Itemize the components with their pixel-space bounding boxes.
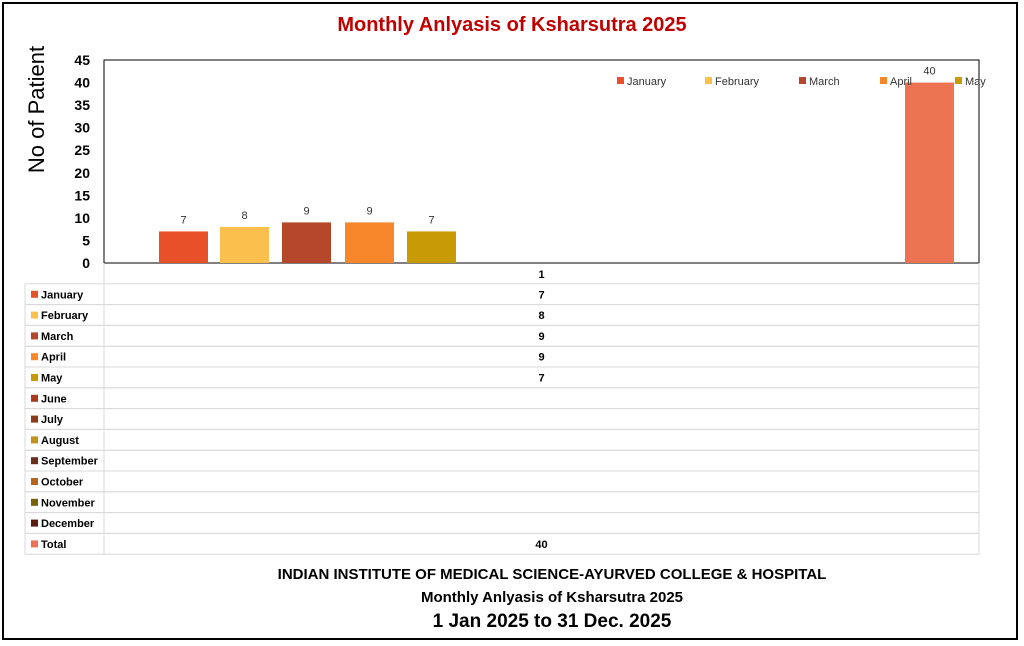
table-value-april: 9 [538, 352, 544, 364]
data-label-february: 8 [241, 210, 247, 222]
table-row-label: March [41, 331, 74, 343]
y-tick-label: 30 [74, 120, 90, 136]
table-swatch-january [31, 290, 38, 298]
bar-february [220, 226, 269, 263]
table-row-label: May [41, 373, 63, 385]
table-row-label: November [41, 497, 96, 509]
table-row-label: January [41, 289, 84, 301]
report-period: 1 Jan 2025 to 31 Dec. 2025 [432, 611, 672, 632]
table-row [24, 428, 980, 451]
table-row-label: December [41, 518, 95, 530]
legend-swatch-february [705, 77, 712, 84]
chart-frame [2, 2, 1018, 640]
legend-label-february: February [715, 76, 760, 88]
table-swatch-march [31, 332, 38, 340]
legend-label-january: January [627, 76, 667, 88]
bar-chart: 0 5 10 15 20 25 30 35 40 45 No of Patient 7 8 9 9 7 40 Ja… [24, 46, 986, 555]
bar-total [905, 82, 954, 263]
table-row-label: September [41, 456, 99, 468]
table-row-label: June [41, 393, 67, 405]
table-swatch-december [31, 519, 38, 527]
legend-swatch-april [880, 77, 887, 84]
data-label-march: 9 [303, 205, 309, 217]
y-tick-label: 10 [74, 210, 90, 226]
legend-swatch-may [955, 77, 962, 84]
table-row [24, 324, 980, 347]
data-label-april: 9 [366, 205, 372, 217]
bar-april [345, 222, 394, 263]
table-swatch-february [31, 311, 38, 319]
table-swatch-may [31, 374, 38, 381]
y-tick-label: 0 [82, 255, 90, 271]
y-axis-label: No of Patient [24, 46, 49, 173]
table-row [24, 283, 980, 306]
legend-swatch-march [799, 77, 806, 84]
table-row [24, 532, 980, 555]
y-tick-label: 35 [74, 97, 90, 113]
y-tick-label: 20 [74, 165, 90, 181]
table-value-february: 8 [538, 310, 544, 322]
y-tick-label: 40 [74, 75, 90, 91]
institute-name: INDIAN INSTITUTE OF MEDICAL SCIENCE-AYUR… [277, 566, 827, 583]
table-value-january: 7 [538, 289, 544, 301]
bar-january [159, 231, 208, 263]
legend-label-march: March [809, 76, 840, 88]
table-swatch-november [31, 498, 38, 506]
table-row [24, 345, 980, 368]
table-row [24, 449, 980, 472]
bar-march [282, 222, 331, 263]
legend-label-may: May [965, 76, 986, 88]
table-row-label: February [41, 310, 89, 322]
table-value-may: 7 [538, 373, 544, 385]
data-label-may: 7 [428, 214, 434, 226]
table-row [24, 304, 980, 326]
table-swatch-june [31, 394, 38, 402]
y-tick-label: 25 [74, 142, 90, 158]
table-row [24, 470, 980, 493]
y-tick-label: 45 [74, 52, 90, 68]
table-swatch-september [31, 457, 38, 465]
table-swatch-total [31, 540, 38, 548]
legend-swatch-january [617, 77, 624, 84]
table-row [24, 387, 980, 410]
bar-may [407, 231, 456, 263]
table-value-march: 9 [538, 331, 544, 343]
report-subtitle: Monthly Anlyasis of Ksharsutra 2025 [420, 589, 684, 606]
table-row-label: Total [41, 539, 66, 551]
legend-label-april: April [890, 76, 912, 88]
data-label-total: 40 [923, 66, 935, 78]
table-row [24, 366, 980, 389]
table-swatch-april [31, 353, 38, 361]
y-tick-label: 15 [74, 187, 90, 203]
category-label: 1 [538, 269, 544, 281]
chart-title: Monthly Anlyasis of Ksharsutra 2025 [337, 14, 687, 36]
table-row-label: July [41, 414, 64, 426]
table-row-label: August [41, 435, 79, 447]
table-swatch-october [31, 478, 38, 485]
y-tick-label: 5 [82, 232, 90, 248]
table-swatch-august [31, 436, 38, 444]
table-row [24, 491, 980, 514]
table-row [24, 512, 980, 534]
table-value-total: 40 [535, 539, 547, 551]
table-row-label: April [41, 352, 66, 364]
table-row [24, 408, 980, 430]
data-label-january: 7 [180, 214, 186, 226]
table-swatch-july [31, 415, 38, 423]
table-row-label: October [41, 477, 84, 489]
